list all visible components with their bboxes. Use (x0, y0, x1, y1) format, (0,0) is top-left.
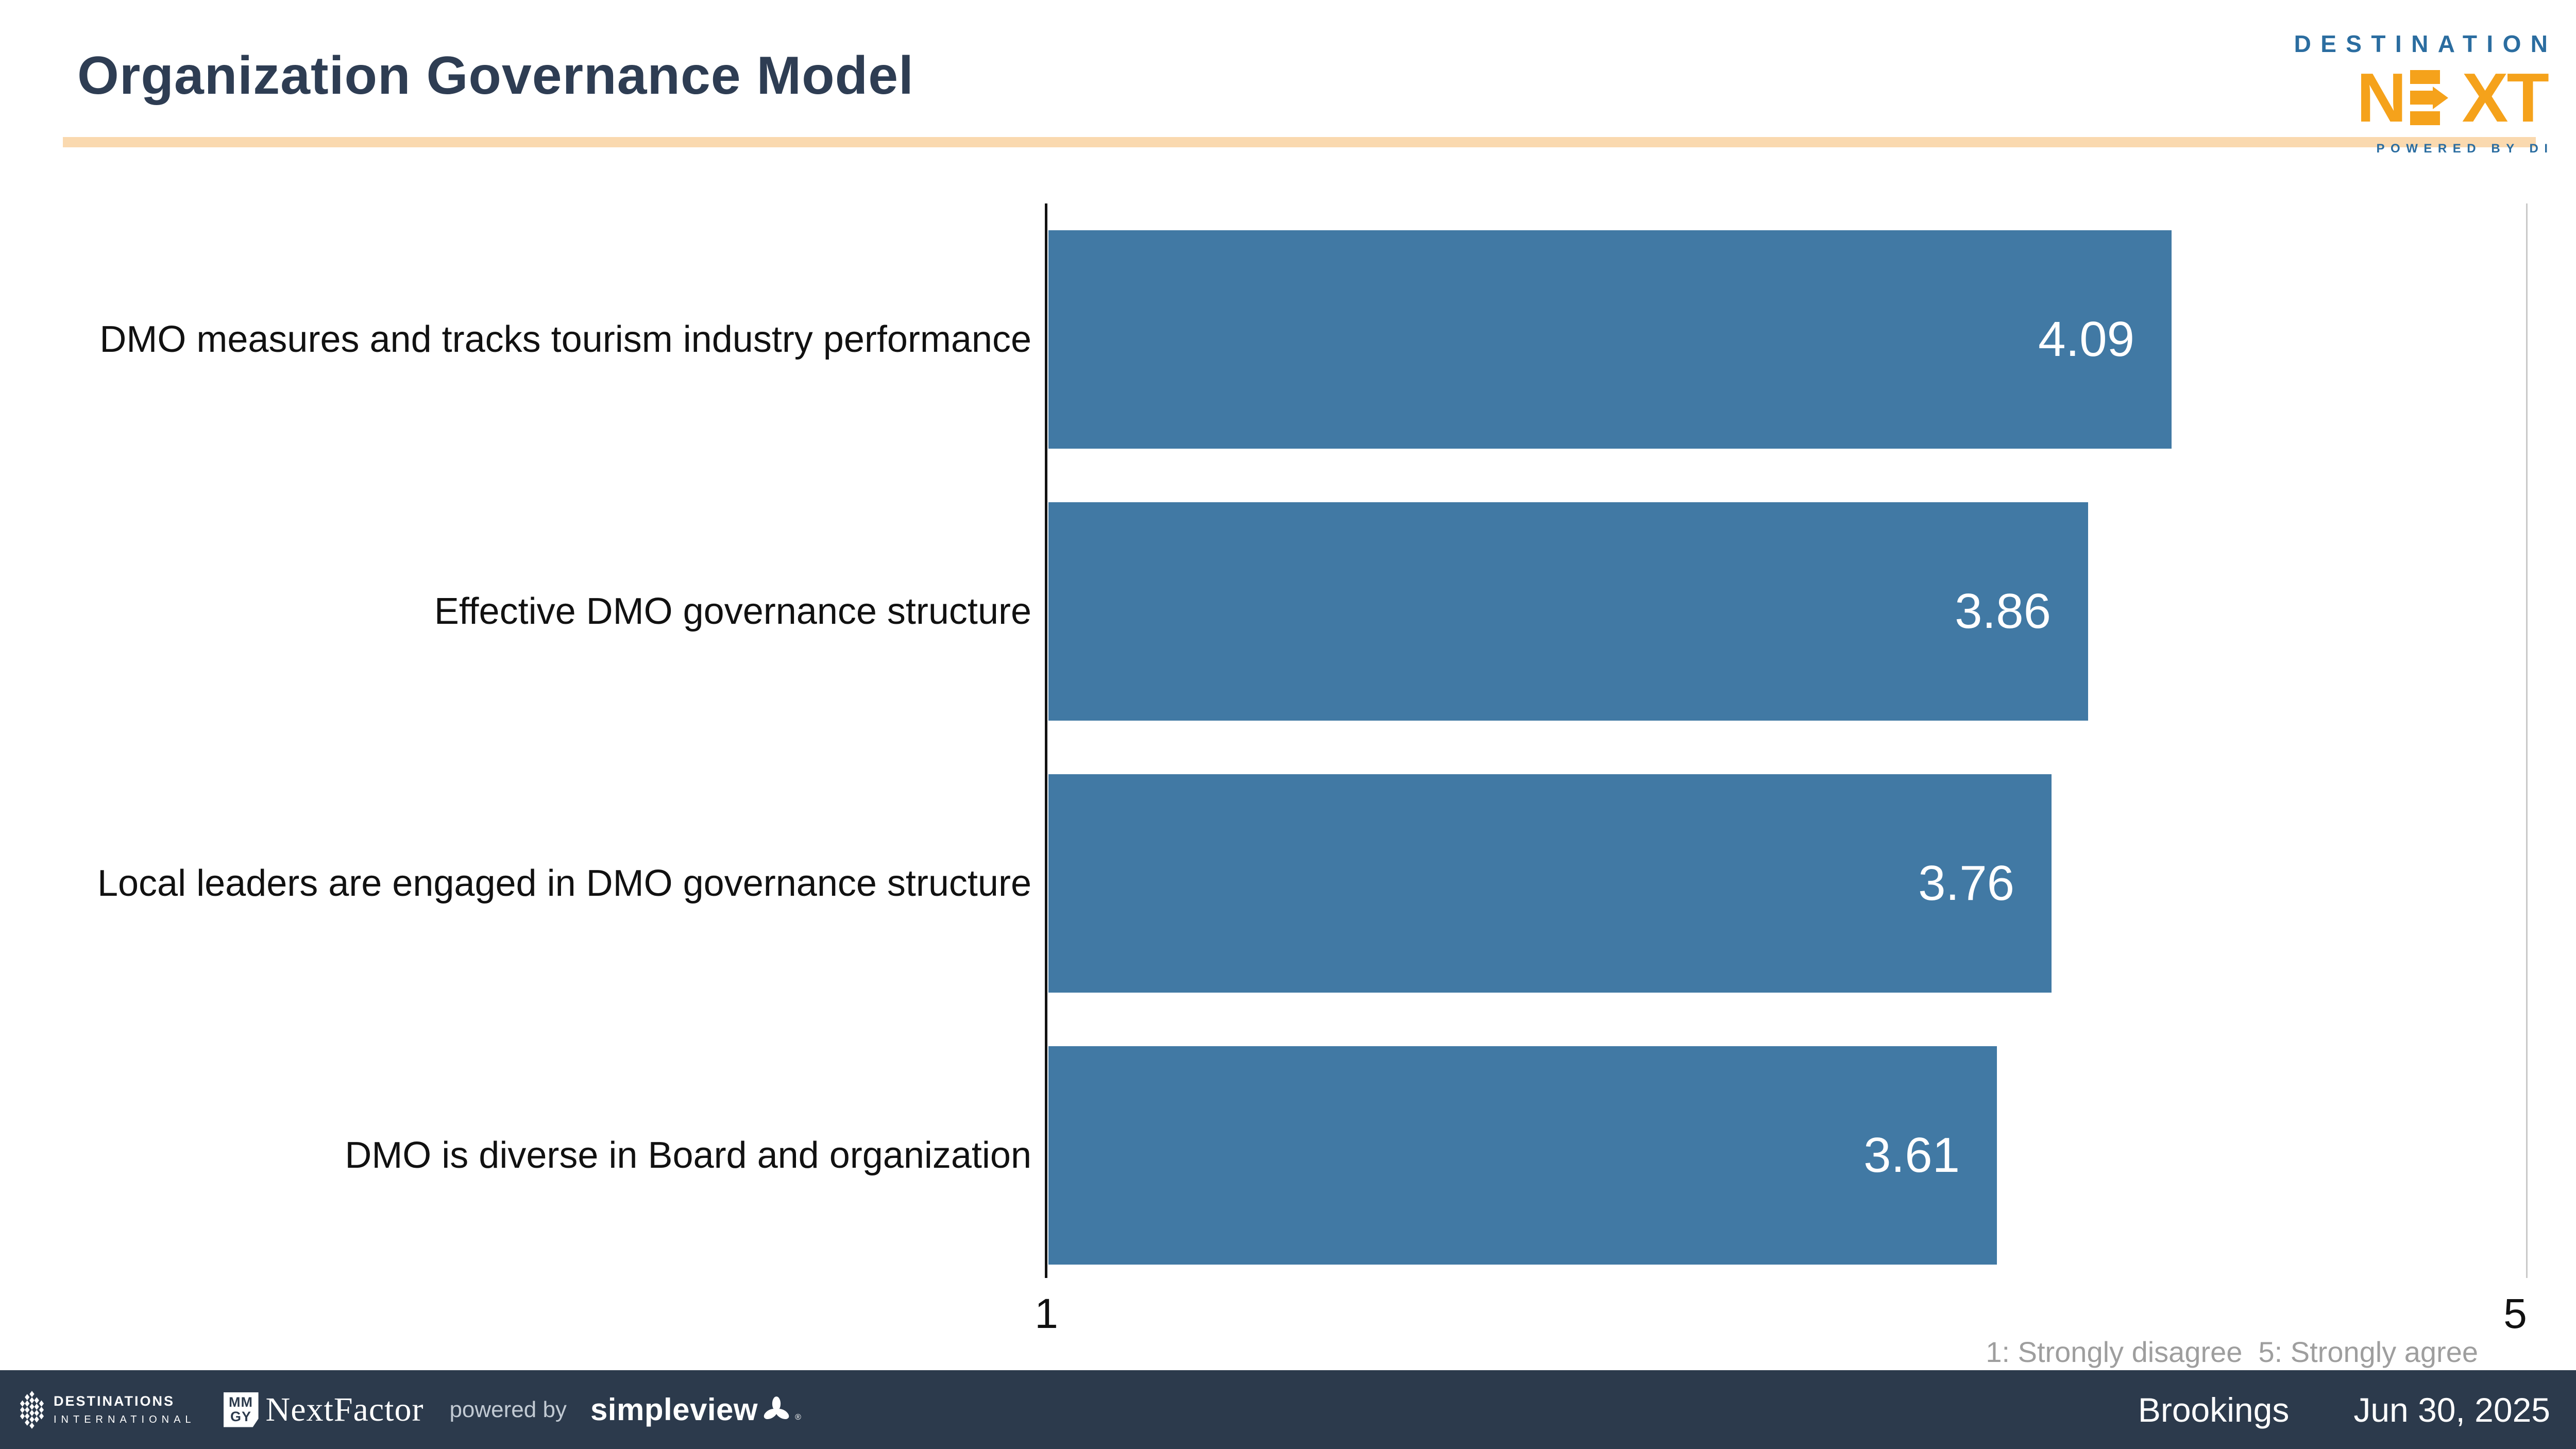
next-letter-t: T (2506, 59, 2549, 137)
destination-next-logo: DESTINATION N X T POWERED BY DI (2294, 30, 2549, 156)
bar-value-label: 4.09 (2038, 312, 2134, 367)
bar-value-label: 3.76 (1918, 856, 2014, 911)
bar: 3.86 (1048, 502, 2088, 721)
powered-by-label: powered by (449, 1396, 567, 1422)
registered-mark: ® (795, 1413, 801, 1422)
accent-divider (63, 137, 2536, 147)
bar: 3.76 (1048, 774, 2052, 993)
simpleview-logo: simpleview ® (590, 1392, 801, 1427)
bar: 4.09 (1048, 230, 2172, 449)
chart-row: DMO is diverse in Board and organization… (0, 1046, 2576, 1265)
bar: 3.61 (1048, 1046, 1997, 1265)
gridline-x5 (2526, 203, 2528, 1278)
bar-chart: DMO measures and tracks tourism industry… (0, 230, 2576, 1265)
chart-row: DMO measures and tracks tourism industry… (0, 230, 2576, 449)
destination-wordmark: DESTINATION (2294, 30, 2557, 57)
mmgy-box-icon: MM GY (223, 1392, 259, 1427)
chart-row: Local leaders are engaged in DMO governa… (0, 774, 2576, 993)
simpleview-trefoil-icon (764, 1396, 789, 1419)
footer-bar: DESTINATIONS INTERNATIONAL MM GY NextFac… (0, 1370, 2576, 1449)
destinations-international-logo: DESTINATIONS INTERNATIONAL (20, 1389, 196, 1430)
international-label: INTERNATIONAL (54, 1414, 196, 1425)
destinations-label: DESTINATIONS (54, 1393, 175, 1409)
category-label: Effective DMO governance structure (434, 590, 1031, 632)
powered-by-di-label: POWERED BY DI (2376, 142, 2554, 156)
footer-meta: Brookings Jun 30, 2025 (2138, 1390, 2550, 1429)
category-label: DMO is diverse in Board and organization (345, 1134, 1031, 1176)
category-label: DMO measures and tracks tourism industry… (99, 318, 1031, 360)
nextfactor-wordmark: NextFactor (265, 1390, 424, 1428)
simpleview-wordmark: simpleview (590, 1392, 758, 1427)
destinations-international-globe-icon (20, 1390, 44, 1429)
y-axis-line (1045, 203, 1047, 1278)
footer-logos: DESTINATIONS INTERNATIONAL MM GY NextFac… (20, 1389, 801, 1430)
page-title: Organization Governance Model (77, 46, 914, 106)
next-letter-n: N (2356, 59, 2406, 137)
client-name: Brookings (2138, 1390, 2290, 1429)
category-label: Local leaders are engaged in DMO governa… (97, 862, 1031, 904)
next-wordmark: N X T (2356, 59, 2549, 137)
x-axis-tick-1: 1 (1035, 1290, 1058, 1337)
bar-value-label: 3.86 (1955, 584, 2051, 639)
next-arrow-e-icon (2410, 70, 2458, 125)
scale-legend-note: 1: Strongly disagree 5: Strongly agree (1986, 1336, 2478, 1368)
next-letter-x: X (2462, 59, 2508, 137)
bar-value-label: 3.61 (1863, 1128, 1960, 1183)
slide-date: Jun 30, 2025 (2353, 1390, 2550, 1429)
chart-row: Effective DMO governance structure 3.86 (0, 502, 2576, 721)
mmgy-nextfactor-logo: MM GY NextFactor (223, 1390, 424, 1429)
x-axis-tick-5: 5 (2503, 1290, 2527, 1337)
